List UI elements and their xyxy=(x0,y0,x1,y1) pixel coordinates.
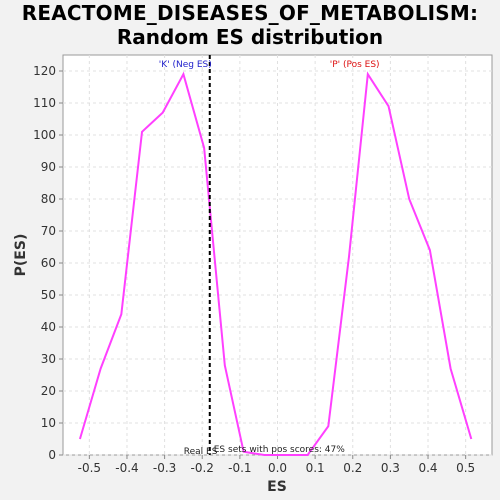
x-tick-label: 0.4 xyxy=(418,461,437,475)
x-tick-label: -0.5 xyxy=(78,461,101,475)
y-tick-label: 0 xyxy=(48,448,56,462)
y-axis-label: P(ES) xyxy=(13,234,29,277)
x-tick-label: -0.2 xyxy=(191,461,214,475)
y-tick-label: 70 xyxy=(41,224,56,238)
y-tick-label: 110 xyxy=(33,96,56,110)
y-tick-label: 40 xyxy=(41,320,56,334)
x-tick-label: 0.3 xyxy=(381,461,400,475)
x-tick-label: 0.5 xyxy=(456,461,475,475)
y-tick-label: 90 xyxy=(41,160,56,174)
series-group xyxy=(78,71,473,456)
x-tick-label: -0.3 xyxy=(153,461,176,475)
y-tick-label: 100 xyxy=(33,128,56,142)
axis-ticks: 0 10 20 30 40 50 60 70 80 90 100 110 120 -0.5 -0.4 -0.3… xyxy=(33,64,475,475)
y-tick-label: 20 xyxy=(41,384,56,398)
x-axis-label: ES xyxy=(267,479,287,495)
chart-title-line1: REACTOME_DISEASES_OF_METABOLISM: xyxy=(21,1,479,25)
es-distribution-line xyxy=(78,71,473,456)
neg-es-label: 'K' (Neg ES) xyxy=(159,60,212,70)
y-tick-label: 120 xyxy=(33,64,56,78)
x-tick-label: 0.2 xyxy=(343,461,362,475)
y-tick-label: 80 xyxy=(41,192,56,206)
real-es-label: Real ES xyxy=(184,447,218,457)
y-tick-label: 10 xyxy=(41,416,56,430)
y-tick-label: 50 xyxy=(41,288,56,302)
y-tick-label: 30 xyxy=(41,352,56,366)
x-tick-label: 0.1 xyxy=(306,461,325,475)
grid-lines xyxy=(63,55,492,456)
x-tick-label: -0.1 xyxy=(228,461,251,475)
x-tick-label: 0.0 xyxy=(268,461,287,475)
pos-es-label: 'P' (Pos ES) xyxy=(330,60,380,70)
pos-scores-label: ES sets with pos scores: 47% xyxy=(214,445,346,455)
y-tick-label: 60 xyxy=(41,256,56,270)
chart-title-line2: Random ES distribution xyxy=(116,25,384,49)
x-tick-label: -0.4 xyxy=(115,461,138,475)
